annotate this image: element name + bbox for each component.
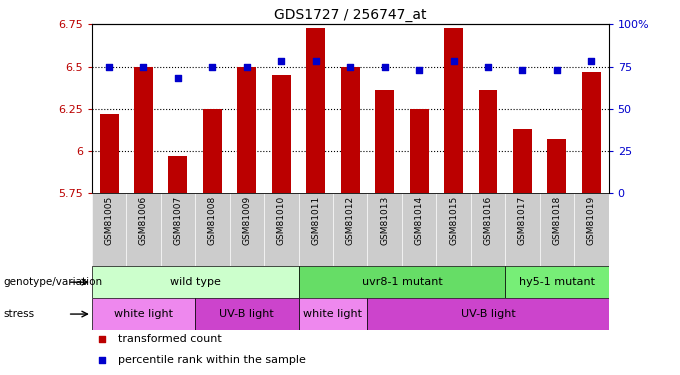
Bar — [341, 67, 360, 193]
Text: GSM81010: GSM81010 — [277, 196, 286, 245]
Point — [345, 64, 356, 70]
Text: GSM81015: GSM81015 — [449, 196, 458, 245]
Point — [207, 64, 218, 70]
Bar — [471, 193, 505, 266]
Bar — [92, 266, 299, 298]
Point — [586, 58, 597, 64]
Bar — [203, 109, 222, 193]
Bar — [402, 193, 437, 266]
Text: GSM81013: GSM81013 — [380, 196, 389, 245]
Text: GSM81006: GSM81006 — [139, 196, 148, 245]
Bar — [437, 193, 471, 266]
Bar — [160, 193, 195, 266]
Text: GSM81005: GSM81005 — [105, 196, 114, 245]
Bar — [195, 193, 230, 266]
Text: GSM81008: GSM81008 — [208, 196, 217, 245]
Text: GSM81016: GSM81016 — [483, 196, 492, 245]
Text: GSM81018: GSM81018 — [552, 196, 562, 245]
Bar — [306, 28, 325, 193]
Bar — [134, 67, 153, 193]
Bar — [92, 298, 195, 330]
Bar — [99, 114, 118, 193]
Point — [413, 67, 424, 73]
Text: UV-B light: UV-B light — [220, 309, 274, 319]
Bar — [505, 266, 609, 298]
Bar — [367, 193, 402, 266]
Bar — [195, 298, 299, 330]
Bar — [333, 193, 367, 266]
Point — [448, 58, 459, 64]
Text: GSM81007: GSM81007 — [173, 196, 182, 245]
Bar — [375, 90, 394, 193]
Bar — [582, 72, 601, 193]
Text: percentile rank within the sample: percentile rank within the sample — [118, 355, 305, 365]
Text: GSM81017: GSM81017 — [518, 196, 527, 245]
Bar — [92, 193, 126, 266]
Point — [97, 357, 107, 363]
Text: GSM81012: GSM81012 — [345, 196, 355, 245]
Bar — [299, 298, 367, 330]
Text: GSM81009: GSM81009 — [242, 196, 252, 245]
Point — [379, 64, 390, 70]
Point — [241, 64, 252, 70]
Point — [310, 58, 321, 64]
Bar — [574, 193, 609, 266]
Point — [138, 64, 149, 70]
Bar — [367, 298, 609, 330]
Bar — [237, 67, 256, 193]
Bar — [272, 75, 291, 193]
Bar — [230, 193, 264, 266]
Text: transformed count: transformed count — [118, 334, 222, 344]
Bar — [513, 129, 532, 193]
Point — [103, 64, 114, 70]
Text: hy5-1 mutant: hy5-1 mutant — [519, 277, 595, 287]
Text: stress: stress — [3, 309, 35, 319]
Point — [97, 336, 107, 342]
Point — [517, 67, 528, 73]
Text: white light: white light — [303, 309, 362, 319]
Text: GSM81011: GSM81011 — [311, 196, 320, 245]
Text: GSM81014: GSM81014 — [415, 196, 424, 245]
Text: wild type: wild type — [170, 277, 220, 287]
Bar — [126, 193, 160, 266]
Point — [551, 67, 562, 73]
Point — [173, 75, 184, 81]
Text: GSM81019: GSM81019 — [587, 196, 596, 245]
Bar — [505, 193, 540, 266]
Bar — [264, 193, 299, 266]
Text: white light: white light — [114, 309, 173, 319]
Point — [276, 58, 287, 64]
Title: GDS1727 / 256747_at: GDS1727 / 256747_at — [274, 8, 426, 22]
Point — [483, 64, 494, 70]
Text: genotype/variation: genotype/variation — [3, 277, 103, 287]
Bar — [409, 109, 428, 193]
Bar — [547, 139, 566, 193]
Bar — [299, 266, 505, 298]
Text: UV-B light: UV-B light — [460, 309, 515, 319]
Bar — [299, 193, 333, 266]
Bar — [540, 193, 574, 266]
Bar — [444, 28, 463, 193]
Bar — [169, 156, 188, 193]
Bar — [479, 90, 498, 193]
Text: uvr8-1 mutant: uvr8-1 mutant — [362, 277, 442, 287]
